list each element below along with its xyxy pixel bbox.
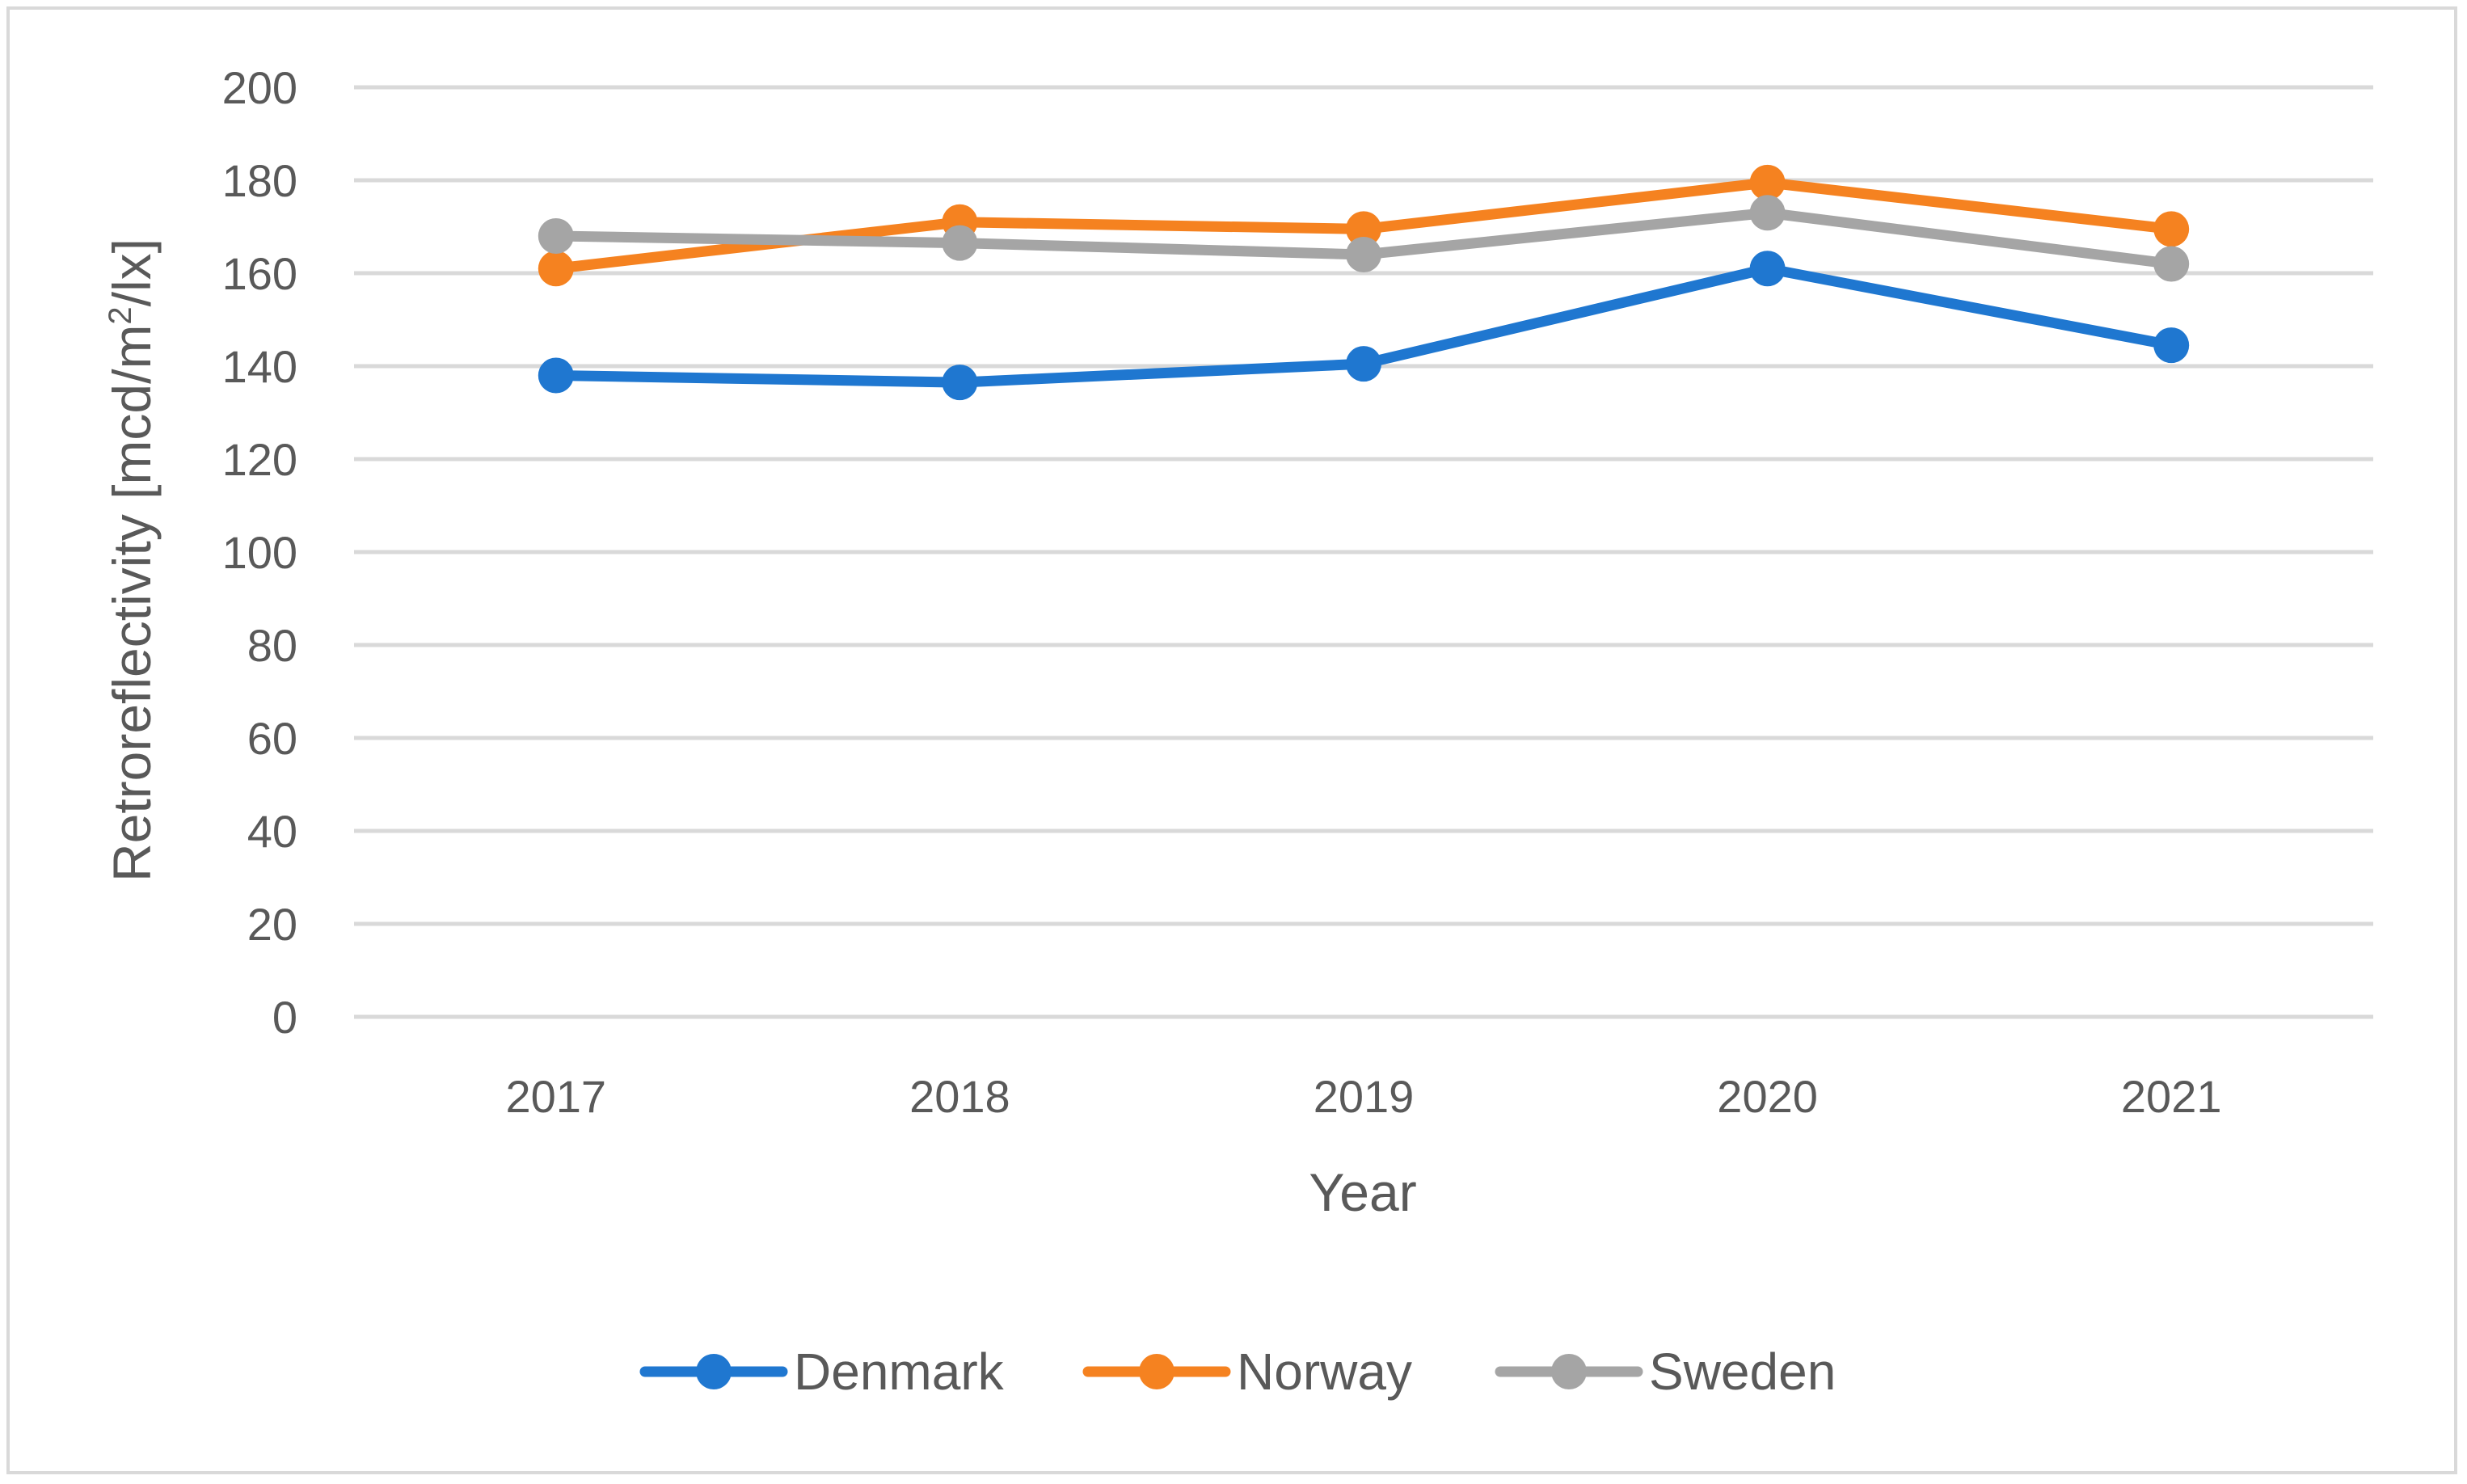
- x-tick-label: 2019: [1314, 1071, 1415, 1122]
- data-point: [942, 365, 978, 401]
- x-tick-label: 2021: [2121, 1071, 2222, 1122]
- data-point: [942, 225, 978, 261]
- gridlines: [354, 85, 2373, 1019]
- legend-label: Denmark: [794, 1343, 1005, 1401]
- y-tick-label: 200: [222, 62, 297, 113]
- legend-marker: [1551, 1354, 1587, 1389]
- data-point: [1346, 211, 1381, 247]
- legend-item-sweden: Sweden: [1495, 1343, 1836, 1401]
- data-point: [2153, 211, 2190, 247]
- series-group: [538, 164, 2190, 401]
- y-axis-ticks: 0 20 40 60 80 100 120 140 160 180 200: [222, 62, 297, 1043]
- y-tick-label: 80: [247, 620, 297, 671]
- legend-item-norway: Norway: [1082, 1343, 1412, 1401]
- legend-label: Norway: [1237, 1343, 1412, 1401]
- legend-label: Sweden: [1649, 1343, 1836, 1401]
- y-tick-label: 40: [247, 806, 297, 857]
- data-point: [1749, 251, 1786, 287]
- y-axis-title-main: Retroreflectivity [mcd/m: [102, 325, 162, 882]
- legend-marker: [1139, 1354, 1174, 1389]
- series-sweden: [538, 195, 2190, 282]
- legend: Denmark Norway Sweden: [639, 1343, 1836, 1401]
- y-tick-label: 180: [222, 155, 297, 206]
- data-point: [538, 218, 574, 254]
- data-point: [2153, 327, 2190, 364]
- y-tick-label: 160: [222, 248, 297, 299]
- data-point: [1749, 195, 1786, 231]
- x-axis-title: Year: [1309, 1162, 1416, 1222]
- y-axis-title-tail: /lx]: [102, 238, 162, 306]
- data-point: [1346, 346, 1381, 382]
- y-tick-label: 100: [222, 527, 297, 578]
- y-axis-title-superscript: 2: [103, 306, 138, 324]
- data-point: [2153, 246, 2190, 282]
- y-tick-label: 120: [222, 434, 297, 485]
- y-tick-label: 140: [222, 341, 297, 392]
- legend-item-denmark: Denmark: [639, 1343, 1005, 1401]
- data-point: [1346, 237, 1381, 272]
- y-tick-label: 0: [272, 992, 297, 1043]
- data-point: [1749, 164, 1786, 200]
- series-denmark: [538, 251, 2190, 401]
- legend-marker: [696, 1354, 732, 1389]
- y-tick-label: 60: [247, 713, 297, 764]
- x-tick-label: 2018: [909, 1071, 1010, 1122]
- data-point: [538, 251, 574, 287]
- x-tick-label: 2017: [506, 1071, 607, 1122]
- y-tick-label: 20: [247, 899, 297, 950]
- x-axis-ticks: 2017 2018 2019 2020 2021: [506, 1071, 2222, 1122]
- data-point: [538, 357, 574, 394]
- y-axis-title: Retroreflectivity [mcd/m2/lx]: [102, 238, 162, 882]
- x-tick-label: 2020: [1717, 1071, 1818, 1122]
